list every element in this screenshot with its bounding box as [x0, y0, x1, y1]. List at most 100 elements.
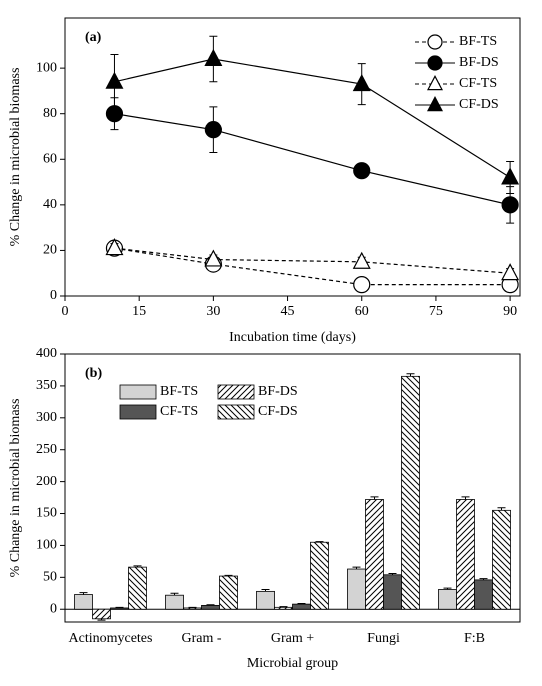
- plot-frame: [64, 353, 521, 623]
- point: [353, 162, 371, 180]
- error-bar: [388, 573, 397, 575]
- legend-marker: [427, 96, 443, 112]
- series-line: [114, 247, 511, 286]
- x-tick-label: 60: [355, 304, 369, 319]
- y-tick-label: 40: [43, 197, 57, 212]
- y-axis-label: % Change in microbial biomass: [8, 68, 23, 247]
- error-bar: [315, 541, 324, 543]
- bar: [456, 499, 475, 610]
- point: [105, 71, 124, 89]
- y-axis-label: % Change in microbial biomass: [8, 399, 23, 578]
- legend-label: BF-DS: [258, 384, 298, 399]
- panel-label: (b): [85, 366, 102, 381]
- legend-label: BF-DS: [459, 55, 499, 70]
- x-tick-label: Gram +: [271, 631, 314, 646]
- error-bar: [461, 496, 470, 500]
- y-tick-label: 100: [36, 60, 57, 75]
- error-bar: [115, 606, 124, 608]
- legend-swatch: [217, 404, 255, 420]
- bar: [438, 589, 457, 610]
- x-tick-label: 75: [429, 304, 443, 319]
- error-bar: [443, 587, 452, 590]
- y-tick-label: 0: [50, 601, 57, 616]
- bar: [110, 607, 129, 610]
- legend-marker: [427, 75, 443, 91]
- point: [204, 249, 223, 267]
- bar: [256, 590, 275, 610]
- error-bar: [479, 578, 488, 580]
- legend-swatch: [119, 404, 157, 420]
- error-bar: [370, 496, 379, 500]
- point: [501, 196, 519, 214]
- bar: [347, 568, 366, 610]
- x-tick-label: 30: [206, 304, 220, 319]
- point: [352, 73, 371, 92]
- error-bar: [352, 566, 361, 570]
- x-tick-label: F:B: [464, 631, 485, 646]
- legend-label: CF-TS: [160, 404, 198, 419]
- bar: [165, 594, 184, 610]
- legend-marker: [427, 34, 443, 50]
- bar: [292, 603, 311, 610]
- y-tick-label: 250: [36, 442, 57, 457]
- y-tick-label: 150: [36, 506, 57, 521]
- y-tick-label: 20: [43, 243, 57, 258]
- error-bar: [79, 592, 88, 595]
- bar: [92, 608, 111, 620]
- x-tick-label: 90: [503, 304, 517, 319]
- bar: [183, 607, 202, 610]
- legend-label: CF-TS: [459, 76, 497, 91]
- bar: [274, 606, 293, 610]
- x-tick-label: Actinomycetes: [69, 631, 153, 646]
- bar: [492, 509, 511, 610]
- legend-swatch: [217, 384, 255, 400]
- point: [501, 263, 520, 281]
- legend-label: CF-DS: [258, 404, 298, 419]
- y-tick-label: 80: [43, 106, 57, 121]
- error-bar: [297, 602, 306, 605]
- legend-swatch: [119, 384, 157, 400]
- bar: [74, 594, 93, 610]
- point: [352, 251, 371, 269]
- bar: [310, 541, 329, 610]
- legend-label: BF-TS: [160, 384, 198, 399]
- error-bar: [188, 606, 197, 608]
- y-tick-label: 300: [36, 410, 57, 425]
- series-line: [114, 58, 511, 179]
- x-tick-label: Gram -: [181, 631, 221, 646]
- y-tick-label: 200: [36, 474, 57, 489]
- y-tick-label: 100: [36, 538, 57, 553]
- bar: [401, 375, 420, 610]
- error-bar: [497, 507, 506, 511]
- y-tick-label: 350: [36, 378, 57, 393]
- series-line: [114, 113, 511, 206]
- x-tick-label: 45: [281, 304, 295, 319]
- bar: [128, 566, 147, 610]
- point: [204, 121, 222, 139]
- y-tick-label: 50: [43, 570, 57, 585]
- point: [353, 276, 371, 294]
- error-bar: [170, 592, 179, 596]
- point: [105, 238, 124, 256]
- x-tick-label: Fungi: [367, 631, 400, 646]
- x-axis-label: Microbial group: [247, 656, 338, 671]
- plot-frame: [64, 17, 521, 297]
- bar: [219, 575, 238, 610]
- bar: [201, 605, 220, 610]
- y-tick-label: 60: [43, 151, 57, 166]
- bar: [365, 499, 384, 610]
- bar: [383, 574, 402, 610]
- error-bar: [133, 565, 142, 568]
- x-axis-label: Incubation time (days): [229, 330, 356, 345]
- error-bar: [206, 604, 215, 606]
- legend-label: CF-DS: [459, 97, 499, 112]
- error-bar: [279, 606, 288, 608]
- legend-marker: [427, 55, 443, 71]
- y-tick-label: 0: [50, 288, 57, 303]
- point: [204, 48, 223, 67]
- bar: [474, 579, 493, 610]
- error-bar: [261, 588, 270, 592]
- series-line: [114, 247, 511, 274]
- error-bar: [406, 373, 415, 377]
